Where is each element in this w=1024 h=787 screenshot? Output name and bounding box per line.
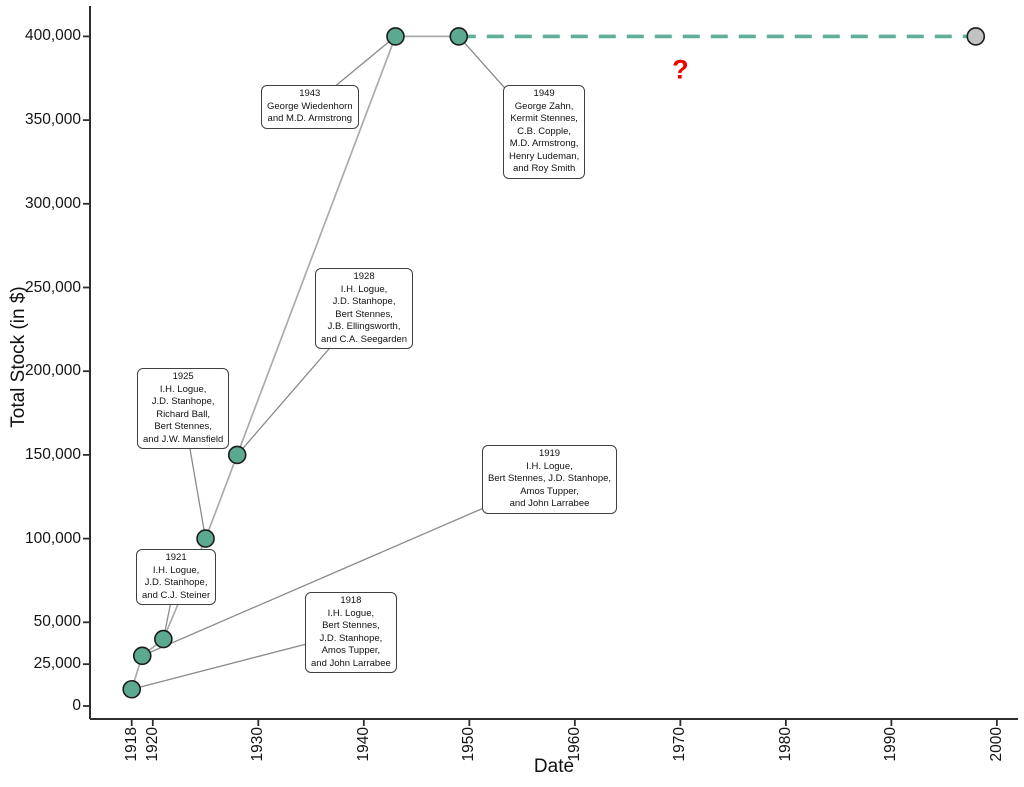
data-point-1921 — [154, 629, 173, 649]
y-tick-label: 25,000 — [33, 655, 81, 673]
annotation-name-line: I.H. Logue, — [327, 607, 375, 619]
y-axis-title: Total Stock (in $) — [8, 286, 29, 428]
annotation-name-line: Kermit Stennes, — [510, 113, 578, 124]
annotation-year: 1921 — [165, 552, 187, 563]
annotation-name-line: I.H. Logue, — [340, 283, 388, 295]
annotation-name-line: George Wiedenhorn — [267, 100, 353, 112]
annotation-name-line: and C.A. Seegarden — [321, 333, 408, 345]
annotation-name-line: Amos Tupper, — [321, 645, 381, 656]
annotation-year: 1943 — [299, 88, 321, 99]
annotation-name-line: Bert Stennes, J.D. Stanhope, — [488, 473, 612, 484]
annotation-name-line: Bert Stennes, — [335, 308, 393, 320]
y-tick-label: 250,000 — [24, 278, 81, 296]
annotation-year: 1949 — [533, 88, 555, 99]
annotation-name-line: I.H. Logue, — [152, 564, 200, 576]
annotation-box-1918: 1918 I.H. Logue, Bert Stennes, J.D. Stanhop… — [305, 592, 397, 673]
annotation-name-line: I.H. Logue, — [526, 460, 573, 472]
annotation-name-line: Henry Ludeman, — [509, 150, 580, 162]
y-tick-label: 200,000 — [24, 362, 81, 380]
y-tick-label: 50,000 — [33, 613, 81, 631]
data-point-1998 — [966, 27, 986, 46]
annotation-name-line: and J.W. Mansfield — [143, 433, 224, 445]
y-tick-label: 300,000 — [24, 194, 81, 212]
annotation-year: 1918 — [340, 595, 362, 606]
x-tick-label: 1980 — [776, 727, 794, 762]
annotation-name-line: and C.J. Steiner — [142, 589, 211, 601]
annotation-year: 1925 — [172, 371, 194, 382]
data-point-1918 — [122, 679, 141, 699]
annotation-name-line: J.B. Ellingsworth, — [327, 321, 401, 332]
x-tick-label: 1940 — [354, 727, 372, 762]
annotation-year: 1928 — [353, 271, 375, 282]
annotation-name-line: J.D. Stanhope, — [144, 577, 208, 588]
y-tick-label: 400,000 — [24, 27, 81, 45]
x-axis-title: Date — [533, 756, 575, 777]
annotation-name-line: and John Larrabee — [509, 498, 590, 509]
annotation-box-1919: 1919 I.H. Logue, Bert Stennes, J.D. Stanho… — [482, 445, 618, 514]
annotation-name-line: I.H. Logue, — [159, 383, 207, 395]
annotation-year: 1919 — [538, 448, 561, 459]
annotation-name-line: J.D. Stanhope, — [151, 396, 215, 407]
x-tick-label: 1920 — [143, 727, 161, 762]
annotation-name-line: Richard Ball, — [156, 408, 211, 420]
x-tick-label: 1990 — [882, 727, 900, 762]
data-point-1928 — [227, 445, 247, 465]
y-tick-label: 150,000 — [24, 445, 81, 463]
data-point-1919 — [132, 646, 152, 666]
annotation-name-line: George Zahn, — [514, 100, 574, 112]
annotation-name-line: and Roy Smith — [512, 163, 576, 174]
unknown-question-mark: ? — [672, 54, 689, 85]
data-point-1925 — [196, 529, 215, 548]
annotation-name-line: M.D. Armstrong, — [509, 138, 579, 149]
axes-layer — [83, 6, 1018, 726]
data-point-1943 — [386, 27, 405, 46]
annotation-name-line: and M.D. Armstrong — [267, 113, 353, 124]
y-tick-label: 100,000 — [24, 529, 81, 547]
annotation-box-1928: 1928 I.H. Logue, J.D. Stanhope, Bert Stenne… — [315, 268, 414, 349]
x-tick-label: 1930 — [249, 727, 267, 762]
annotation-name-line: and John Larrabee — [311, 657, 391, 669]
annotation-box-1925: 1925 I.H. Logue, J.D. Stanhope, Richard Bal… — [137, 368, 230, 449]
x-tick-label: 1950 — [460, 727, 478, 762]
annotation-name-line: C.B. Copple, — [517, 125, 572, 137]
annotation-name-line: J.D. Stanhope, — [332, 296, 396, 307]
annotation-box-1949: 1949 George Zahn, Kermit Stennes, C.B. Copp… — [503, 85, 586, 179]
annotation-name-line: Bert Stennes, — [322, 620, 380, 631]
x-tick-label: 2000 — [987, 727, 1005, 762]
annotation-name-line: Amos Tupper, — [520, 485, 579, 497]
annotation-name-line: J.D. Stanhope, — [319, 632, 383, 644]
annotation-box-1943: 1943 George Wiedenhorn and M.D. Armstrong — [261, 85, 359, 129]
x-tick-label: 1970 — [671, 727, 689, 762]
data-point-1949 — [449, 27, 469, 46]
leader-line-1919 — [141, 478, 550, 657]
y-tick-label: 0 — [72, 697, 81, 714]
data-points-layer — [122, 27, 986, 699]
annotation-name-line: Bert Stennes, — [154, 421, 212, 432]
y-tick-label: 350,000 — [24, 111, 81, 129]
annotation-box-1921: 1921 I.H. Logue, J.D. Stanhope, and C.J. St… — [136, 549, 217, 605]
x-tick-label: 1918 — [122, 727, 140, 762]
